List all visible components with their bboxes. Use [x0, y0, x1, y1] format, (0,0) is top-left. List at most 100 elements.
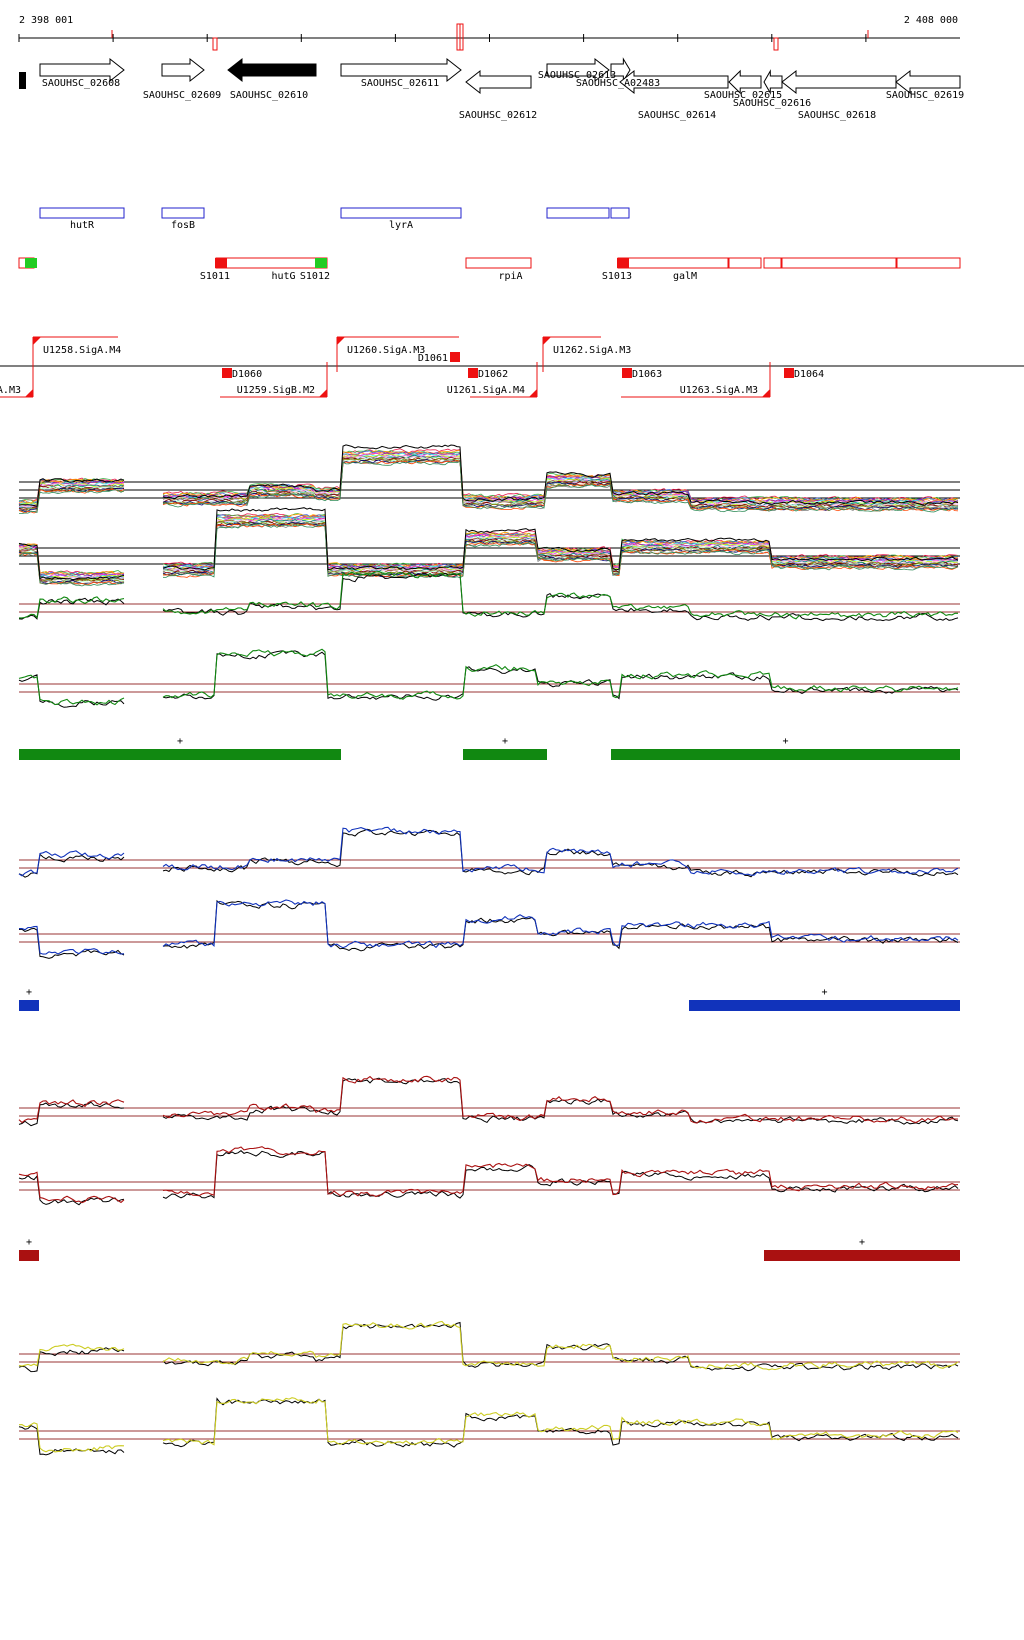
reference-trace	[18, 927, 125, 959]
gene-name-box	[610, 207, 630, 219]
significance-bar	[19, 1000, 39, 1011]
transcript-label: U1263.SigA.M3	[680, 385, 758, 396]
significance-bar-label: +	[821, 987, 827, 998]
operon-gene-box	[763, 257, 782, 269]
ruler-strand-marks	[111, 23, 869, 51]
profile-panel-green: + + +	[18, 570, 960, 760]
terminator-marker	[450, 352, 460, 362]
condition-trace	[162, 1320, 959, 1371]
ruler-end-label: 2 408 000	[904, 15, 958, 26]
gene-name-box	[39, 207, 125, 219]
operon-gene-box	[781, 257, 897, 269]
condition-trace	[19, 925, 125, 955]
reference-trace	[162, 1397, 959, 1448]
profile-panel-blue: + +	[18, 826, 960, 1011]
significance-bar-label: +	[859, 1237, 865, 1248]
sample-trace	[18, 487, 125, 513]
transcript-start-flag	[337, 337, 345, 345]
gene-arrow	[465, 69, 532, 95]
gene-label: SAOUHSC_02610	[230, 90, 308, 101]
operon-gene-box	[728, 257, 762, 269]
significance-bar	[19, 1250, 39, 1261]
significance-bar	[689, 1000, 960, 1011]
condition-trace	[162, 570, 958, 620]
condition-trace	[162, 826, 959, 876]
condition-trace	[162, 648, 959, 700]
gene-annotation-track: SAOUHSC_02608 SAOUHSC_02609 SAOUHSC_02610 S…	[19, 57, 964, 121]
condition-trace	[162, 1075, 959, 1124]
segment-marker	[315, 258, 327, 268]
operon-gene-box	[465, 257, 532, 269]
reference-trace	[18, 674, 125, 708]
segment-marker	[25, 258, 37, 268]
gene-fragment	[19, 72, 26, 89]
gene-name-box	[546, 207, 610, 219]
operon-gene-box	[617, 257, 729, 269]
gene-label: SAOUHSC_02613	[538, 70, 616, 81]
ruler-ticks	[18, 34, 867, 42]
condition-trace	[162, 899, 959, 949]
terminator-marker	[622, 368, 632, 378]
gene-name-box	[161, 207, 205, 219]
terminator-marker	[784, 368, 794, 378]
reference-trace	[162, 1150, 959, 1199]
terminator-label: D1060	[232, 369, 262, 380]
condition-trace	[18, 1099, 125, 1124]
ruler-start-label: 2 398 001	[19, 15, 73, 26]
reference-trace	[18, 1347, 125, 1373]
overview-panel-plus	[18, 444, 960, 514]
gene-name-label: fosB	[171, 220, 195, 231]
sample-trace	[18, 488, 125, 513]
segment-marker	[215, 258, 227, 268]
significance-bar-label: +	[177, 736, 183, 747]
sample-trace	[162, 520, 959, 576]
operon-gene-label: hutG	[271, 271, 295, 282]
sample-trace	[162, 513, 959, 569]
gene-label: SAOUHSC_02618	[798, 110, 876, 121]
strand-mark	[773, 37, 779, 51]
sample-trace	[162, 518, 959, 573]
sample-trace	[162, 523, 959, 579]
gene-label: SAOUHSC_02612	[459, 110, 537, 121]
overview-panel-minus	[18, 507, 960, 587]
significance-bar-label: +	[502, 736, 508, 747]
profile-panel-yellow	[18, 1320, 960, 1456]
significance-bar	[764, 1250, 960, 1261]
reference-trace	[18, 1101, 125, 1127]
operon-gene-label: galM	[673, 271, 697, 282]
reference-trace	[162, 1077, 959, 1125]
reference-trace	[18, 478, 125, 507]
terminator-label: D1063	[632, 369, 662, 380]
operon-gene-box	[896, 257, 961, 269]
transcript-start-flag	[762, 389, 770, 397]
significance-bar	[463, 749, 547, 760]
gene-arrow	[610, 57, 631, 83]
transcript-label: U1258.SigA.M4	[43, 345, 121, 356]
condition-trace	[18, 1422, 125, 1453]
condition-trace	[18, 1171, 125, 1204]
gene-label: SAOUHSC_02614	[638, 110, 716, 121]
reference-trace	[162, 572, 959, 622]
gene-name-track: hutR fosB lyrA	[39, 207, 630, 231]
condition-trace	[18, 1343, 125, 1367]
reference-trace	[162, 650, 959, 701]
transcription-unit-track: U1258.SigA.M4 U1260.SigA.M3 U1262.SigA.M3 A…	[0, 336, 1024, 398]
operon-gene-track: hutG rpiA galM S1011 S1012 S1013	[18, 257, 961, 282]
transcript-start-flag	[543, 337, 551, 345]
sample-trace	[162, 457, 959, 510]
operon-gene-label: rpiA	[498, 271, 522, 282]
sample-trace	[19, 489, 125, 514]
gene-arrow	[546, 57, 610, 83]
gene-name-label: lyrA	[389, 220, 413, 231]
significance-bar-label: +	[26, 1237, 32, 1248]
gene-arrow	[340, 57, 462, 83]
sample-trace	[162, 523, 959, 578]
sample-trace	[162, 518, 959, 574]
sample-trace	[162, 521, 959, 576]
sample-trace	[162, 519, 959, 575]
gene-label: SAOUHSC_02619	[886, 90, 964, 101]
terminator-label: D1061	[418, 353, 448, 364]
condition-trace	[18, 850, 125, 877]
transcript-label: U1260.SigA.M3	[347, 345, 425, 356]
